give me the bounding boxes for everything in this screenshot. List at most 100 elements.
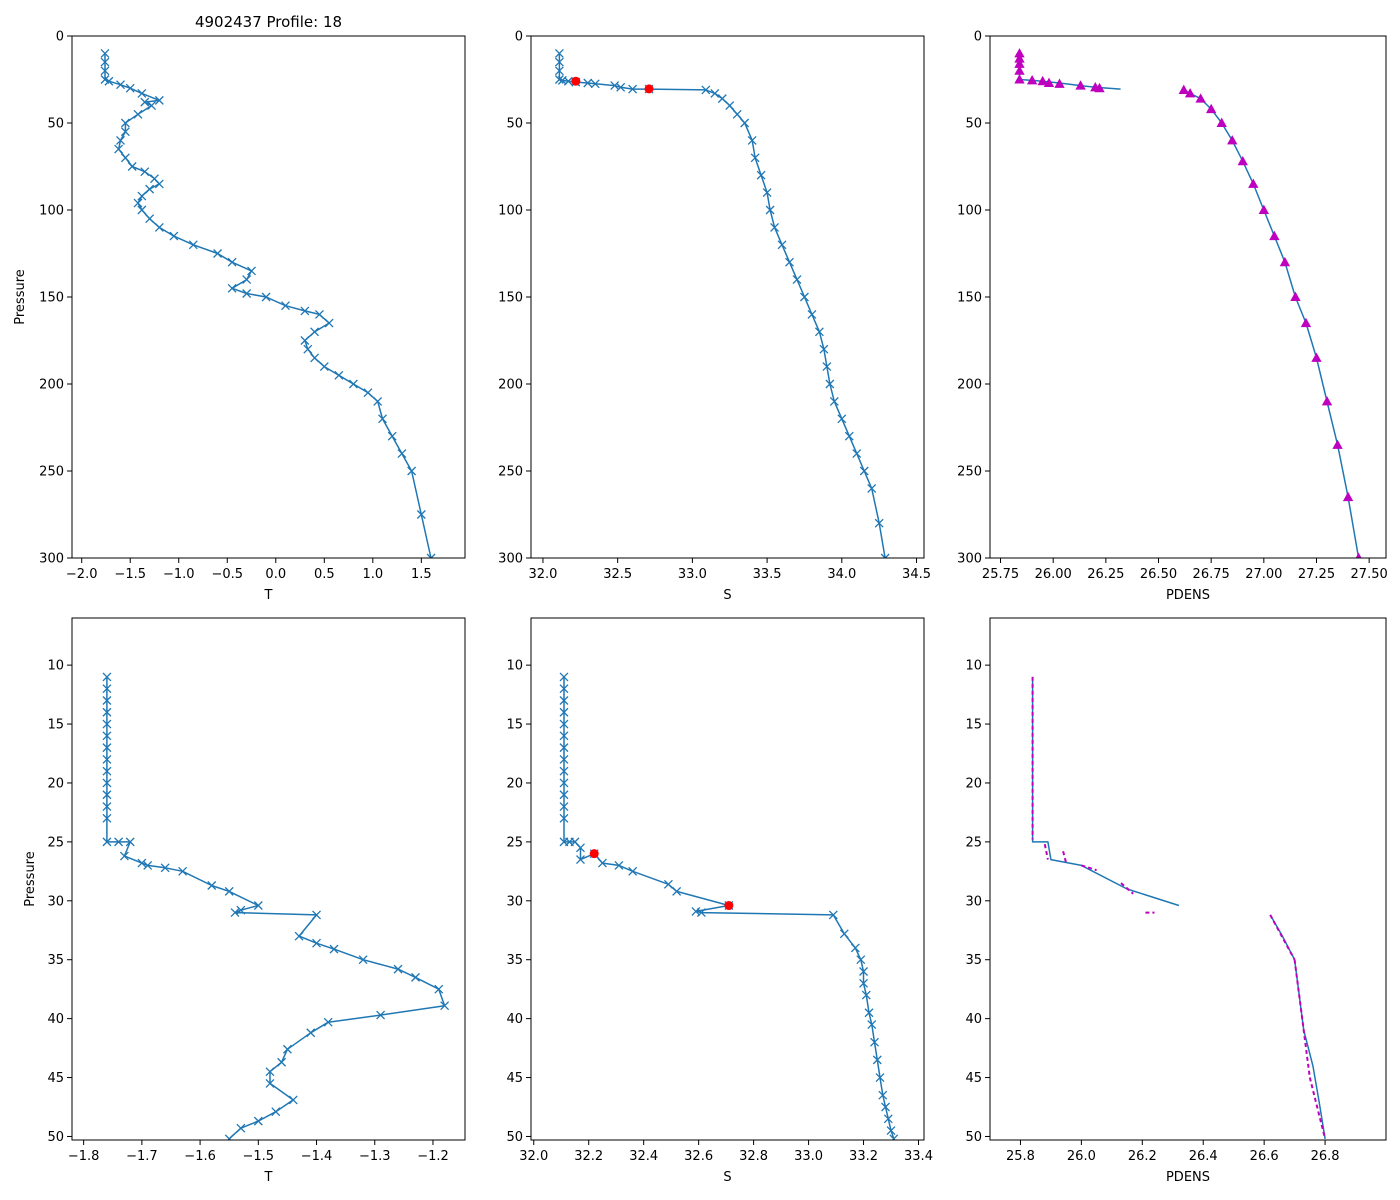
data-point-8 xyxy=(590,79,600,89)
data-point-9 xyxy=(1075,80,1086,90)
x-tick-label: 27.50 xyxy=(1351,567,1388,582)
data-point-19 xyxy=(597,858,607,868)
data-point-28 xyxy=(312,938,321,948)
x-tick-label: 33.0 xyxy=(794,1149,823,1164)
x-tick-label: −1.3 xyxy=(359,1149,391,1164)
data-point-27 xyxy=(1332,439,1343,449)
x-tick-label: 26.50 xyxy=(1140,567,1177,582)
data-point-23 xyxy=(133,198,143,208)
data-point-34 xyxy=(829,396,839,406)
x-tick-label: −1.8 xyxy=(68,1149,100,1164)
data-point-4 xyxy=(1014,74,1025,84)
y-tick-label: 20 xyxy=(506,776,523,791)
data-point-14 xyxy=(116,135,125,145)
x-tick-label: −1.4 xyxy=(301,1149,333,1164)
data-point-10 xyxy=(102,790,112,800)
data-point-6 xyxy=(102,743,112,753)
data-point-4 xyxy=(104,76,114,86)
data-point-0 xyxy=(100,48,110,58)
panel-s-full: 32.0 32.5 33.0 33.5 34.0 34.5 0 50 100 150 200 250 3… xyxy=(498,30,931,604)
density-dash-1 xyxy=(1043,844,1049,860)
series-segment-1 xyxy=(1269,914,1326,1139)
y-tick-label: 15 xyxy=(47,718,64,733)
y-tick-label: 25 xyxy=(47,835,64,850)
data-point-26 xyxy=(696,908,706,918)
x-tick-label: −1.2 xyxy=(417,1149,449,1164)
data-point-18 xyxy=(740,118,750,128)
data-point-1 xyxy=(559,684,569,694)
data-point-25 xyxy=(1311,352,1322,362)
data-point-18 xyxy=(143,860,153,870)
x-tick-label: 32.0 xyxy=(519,1149,548,1164)
data-point-33 xyxy=(227,283,237,293)
x-tick-label: 26.8 xyxy=(1311,1149,1340,1164)
axes-frame xyxy=(530,35,925,559)
y-tick-label: 40 xyxy=(47,1012,64,1027)
data-point-53 xyxy=(416,510,426,519)
y-tick-label: 15 xyxy=(965,718,982,733)
y-tick-label: 25 xyxy=(965,835,982,850)
data-point-11 xyxy=(133,109,143,119)
data-point-13 xyxy=(701,85,711,95)
highlight-point-0 xyxy=(571,76,581,86)
x-tick-label: 26.2 xyxy=(1128,1149,1157,1164)
data-point-5 xyxy=(559,731,569,741)
series-line xyxy=(104,53,432,558)
x-tick-label: 1.0 xyxy=(362,567,383,582)
data-point-0 xyxy=(554,48,564,58)
x-tick-label: −2.0 xyxy=(66,567,98,582)
data-point-40 xyxy=(310,327,320,337)
data-point-35 xyxy=(867,1020,877,1029)
x-tick-label: 0.5 xyxy=(314,567,335,582)
data-point-4 xyxy=(559,719,569,729)
data-point-0 xyxy=(102,672,112,682)
y-tick-label: 10 xyxy=(47,659,64,674)
density-dash-3 xyxy=(1081,864,1097,872)
data-point-17 xyxy=(137,858,147,868)
data-point-39 xyxy=(878,1090,888,1100)
data-point-15 xyxy=(125,837,135,847)
data-point-20 xyxy=(154,179,164,189)
x-tick-label: 26.0 xyxy=(1067,1149,1096,1164)
data-point-12 xyxy=(102,813,112,823)
data-point-20 xyxy=(750,153,760,163)
data-point-12 xyxy=(559,813,569,823)
data-point-27 xyxy=(828,910,838,920)
x-tick-label: 32.5 xyxy=(603,567,632,582)
data-point-47 xyxy=(363,388,373,398)
data-point-9 xyxy=(102,778,112,788)
data-point-21 xyxy=(628,866,638,876)
y-tick-label: 300 xyxy=(957,552,982,567)
data-point-45 xyxy=(236,1123,246,1133)
data-point-42 xyxy=(886,1126,896,1136)
data-point-35 xyxy=(376,1010,386,1020)
data-point-16 xyxy=(576,843,585,853)
density-dash-4 xyxy=(1120,882,1134,895)
data-point-37 xyxy=(872,1055,882,1065)
data-point-21 xyxy=(756,170,766,180)
x-axis-label: PDENS xyxy=(1166,1170,1210,1185)
data-point-2 xyxy=(559,696,569,705)
data-point-5 xyxy=(102,731,112,741)
data-point-42 xyxy=(288,1095,298,1105)
y-tick-label: 100 xyxy=(498,204,523,219)
data-point-1 xyxy=(554,57,564,67)
x-tick-label: 33.0 xyxy=(678,567,707,582)
y-tick-label: 250 xyxy=(39,465,64,480)
data-point-44 xyxy=(253,1116,263,1126)
x-tick-label: −1.7 xyxy=(126,1149,158,1164)
data-point-27 xyxy=(294,931,304,941)
data-point-48 xyxy=(373,396,383,406)
data-point-15 xyxy=(717,94,727,104)
data-point-22 xyxy=(1279,256,1291,267)
data-point-30 xyxy=(814,327,824,337)
data-point-22 xyxy=(224,886,234,896)
x-tick-label: 33.4 xyxy=(904,1149,933,1164)
axes-frame xyxy=(989,617,1387,1141)
data-point-15 xyxy=(1205,103,1217,114)
y-tick-label: 40 xyxy=(965,1012,982,1027)
data-point-11 xyxy=(559,802,569,811)
data-point-33 xyxy=(861,990,871,1000)
data-point-24 xyxy=(137,205,147,215)
data-point-29 xyxy=(850,943,860,953)
